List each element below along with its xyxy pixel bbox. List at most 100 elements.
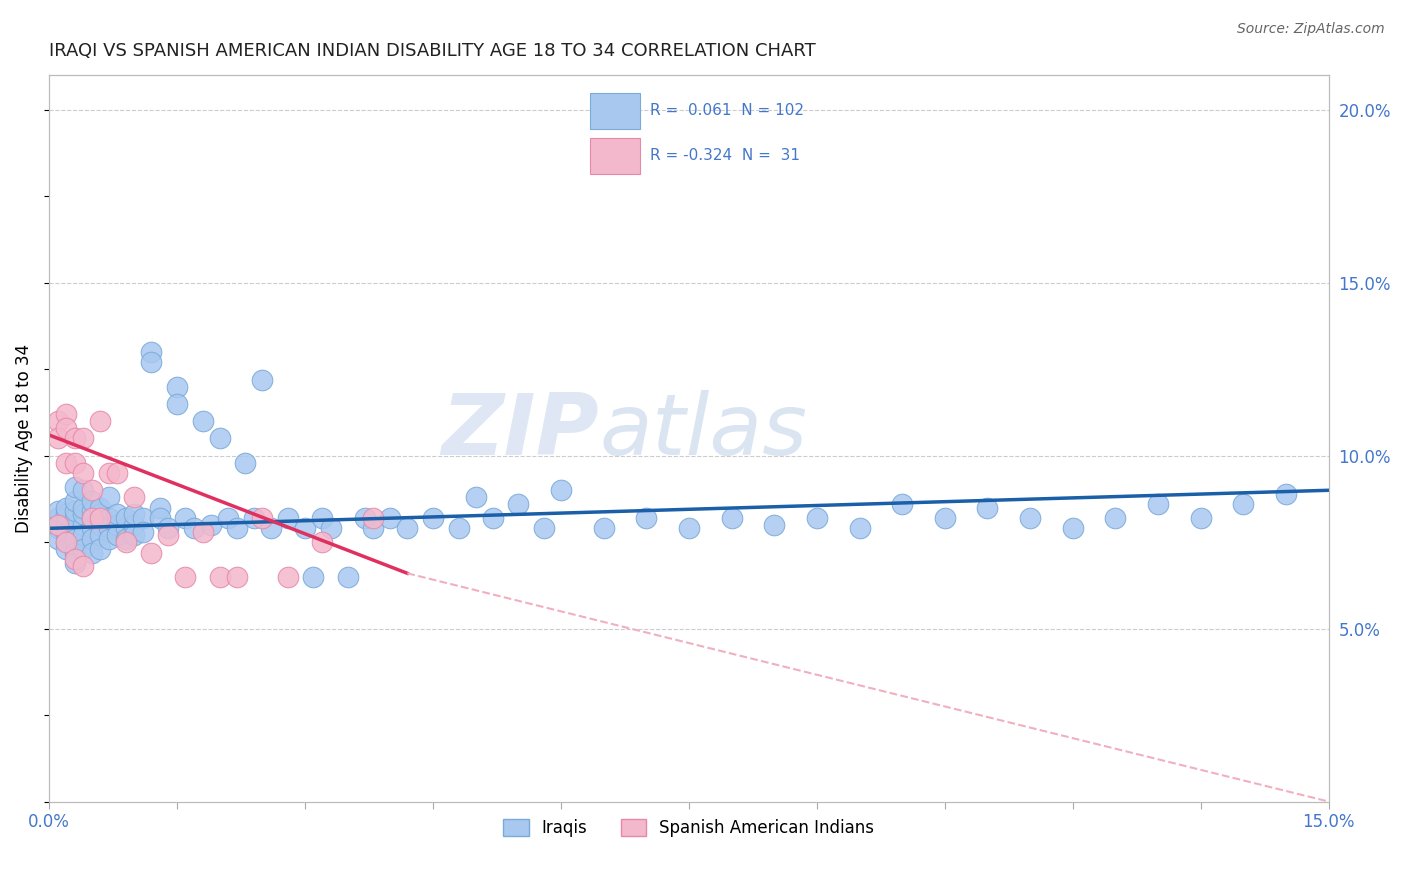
- Point: [105, 508, 128, 522]
- Point: [225, 521, 247, 535]
- Point: [217, 511, 239, 525]
- Point: [72, 500, 94, 515]
- Point: [166, 397, 188, 411]
- Point: [191, 524, 214, 539]
- Point: [114, 521, 136, 535]
- Point: [72, 431, 94, 445]
- Point: [72, 542, 94, 557]
- Point: [63, 552, 86, 566]
- Point: [1232, 497, 1254, 511]
- Point: [396, 521, 419, 535]
- Point: [174, 511, 197, 525]
- Point: [105, 466, 128, 480]
- Point: [1062, 521, 1084, 535]
- Point: [80, 511, 103, 525]
- Point: [97, 532, 120, 546]
- Point: [55, 500, 77, 515]
- Point: [550, 483, 572, 498]
- Point: [124, 528, 146, 542]
- Point: [806, 511, 828, 525]
- Point: [63, 556, 86, 570]
- Point: [63, 493, 86, 508]
- Point: [63, 511, 86, 525]
- Point: [55, 535, 77, 549]
- Point: [233, 456, 256, 470]
- Text: Source: ZipAtlas.com: Source: ZipAtlas.com: [1237, 22, 1385, 37]
- Point: [72, 508, 94, 522]
- Point: [678, 521, 700, 535]
- Point: [1019, 511, 1042, 525]
- Point: [63, 504, 86, 518]
- Point: [225, 570, 247, 584]
- Point: [46, 431, 69, 445]
- Point: [63, 545, 86, 559]
- Point: [447, 521, 470, 535]
- Point: [422, 511, 444, 525]
- Point: [46, 521, 69, 535]
- Point: [464, 490, 486, 504]
- Point: [763, 517, 786, 532]
- Point: [891, 497, 914, 511]
- Point: [361, 521, 384, 535]
- Point: [252, 511, 274, 525]
- Point: [252, 373, 274, 387]
- Point: [166, 379, 188, 393]
- Point: [63, 532, 86, 546]
- Point: [319, 521, 342, 535]
- Point: [80, 493, 103, 508]
- Point: [380, 511, 402, 525]
- Point: [63, 480, 86, 494]
- Point: [1147, 497, 1170, 511]
- Point: [277, 570, 299, 584]
- Point: [97, 511, 120, 525]
- Point: [46, 504, 69, 518]
- Point: [114, 532, 136, 546]
- Point: [97, 521, 120, 535]
- Point: [174, 570, 197, 584]
- Point: [976, 500, 998, 515]
- Point: [80, 511, 103, 525]
- Point: [132, 511, 155, 525]
- Point: [55, 542, 77, 557]
- Point: [89, 500, 111, 515]
- Point: [105, 517, 128, 532]
- Point: [105, 528, 128, 542]
- Point: [55, 508, 77, 522]
- Point: [361, 511, 384, 525]
- Point: [311, 511, 333, 525]
- Point: [89, 517, 111, 532]
- Point: [124, 490, 146, 504]
- Point: [124, 517, 146, 532]
- Point: [55, 517, 77, 532]
- Point: [89, 528, 111, 542]
- Point: [80, 521, 103, 535]
- Point: [97, 490, 120, 504]
- Point: [89, 508, 111, 522]
- Point: [72, 466, 94, 480]
- Point: [46, 532, 69, 546]
- Text: IRAQI VS SPANISH AMERICAN INDIAN DISABILITY AGE 18 TO 34 CORRELATION CHART: IRAQI VS SPANISH AMERICAN INDIAN DISABIL…: [49, 42, 815, 60]
- Point: [55, 535, 77, 549]
- Point: [157, 521, 180, 535]
- Point: [336, 570, 359, 584]
- Point: [277, 511, 299, 525]
- Point: [72, 528, 94, 542]
- Y-axis label: Disability Age 18 to 34: Disability Age 18 to 34: [15, 343, 32, 533]
- Point: [141, 345, 163, 359]
- Point: [72, 517, 94, 532]
- Point: [311, 535, 333, 549]
- Point: [592, 521, 614, 535]
- Point: [208, 431, 231, 445]
- Point: [124, 508, 146, 522]
- Point: [46, 517, 69, 532]
- Point: [157, 528, 180, 542]
- Point: [55, 456, 77, 470]
- Point: [132, 524, 155, 539]
- Point: [63, 456, 86, 470]
- Point: [80, 504, 103, 518]
- Point: [149, 511, 172, 525]
- Point: [80, 483, 103, 498]
- Point: [260, 521, 283, 535]
- Point: [80, 532, 103, 546]
- Point: [934, 511, 956, 525]
